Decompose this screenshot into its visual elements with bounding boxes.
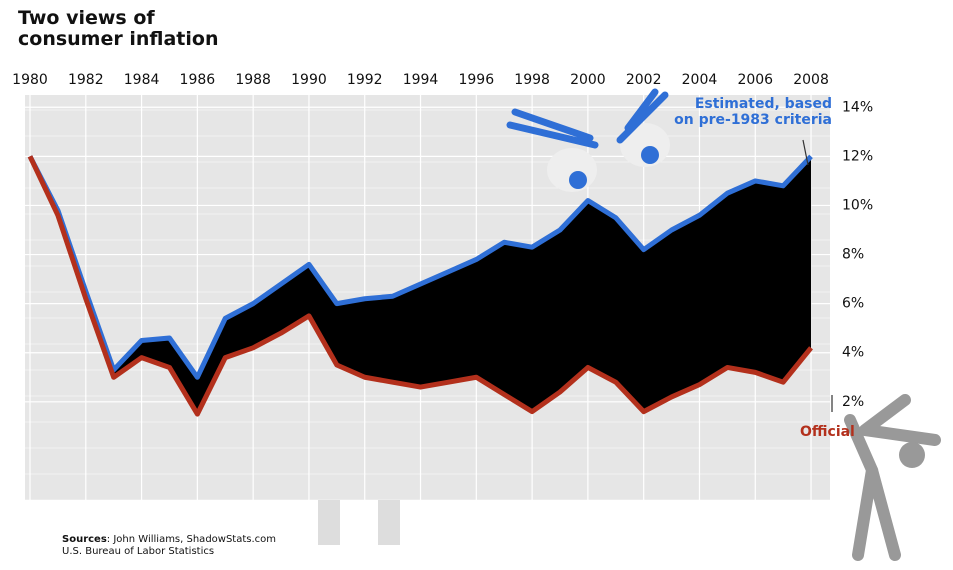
pupil <box>641 146 659 164</box>
leg <box>378 500 400 545</box>
series-line <box>27 154 813 380</box>
x-tick-label: 2008 <box>793 72 829 88</box>
series-label: Estimated, based on pre-1983 criteria <box>674 96 832 128</box>
x-tick-label: 1992 <box>347 72 383 88</box>
y-tick-label: 6% <box>842 296 864 312</box>
x-tick-label: 2000 <box>570 72 606 88</box>
sources: Sources: John Williams, ShadowStats.com … <box>62 534 277 557</box>
figure <box>844 394 941 561</box>
x-tick-label: 1988 <box>235 72 271 88</box>
x-tick-label: 1986 <box>180 72 216 88</box>
series-label: Official <box>800 424 855 440</box>
pointer <box>802 139 833 412</box>
y-tick-label: 4% <box>842 345 864 361</box>
y-tick-label: 14% <box>842 99 873 115</box>
y-tick-label: 10% <box>842 197 873 213</box>
source: U.S. Bureau of Labor Statistics <box>62 546 215 557</box>
x-tick-label: 1980 <box>12 72 48 88</box>
x-tick-label: 1998 <box>514 72 550 88</box>
x-tick-label: 1996 <box>458 72 494 88</box>
plot <box>27 154 813 417</box>
leg <box>318 500 340 545</box>
y-tick-label: 2% <box>842 394 864 410</box>
sources-label: Sources <box>62 534 107 545</box>
x-tick-label: 1994 <box>403 72 439 88</box>
y-tick-label: 12% <box>842 148 873 164</box>
chart-title: Two views of consumer inflation <box>18 7 219 50</box>
series-line <box>27 155 813 417</box>
x-tick-label: 2006 <box>737 72 773 88</box>
eyebrows <box>506 88 669 149</box>
grid <box>25 95 830 501</box>
source: John Williams, ShadowStats.com <box>113 534 277 545</box>
figure-head <box>899 442 925 468</box>
x-tick-label: 1990 <box>291 72 327 88</box>
y-tick-label: 8% <box>842 247 864 263</box>
x-tick-label: 1982 <box>68 72 104 88</box>
pupil <box>569 171 587 189</box>
x-tick-label: 2002 <box>626 72 662 88</box>
x-tick-label: 1984 <box>124 72 160 88</box>
x-tick-label: 2004 <box>682 72 718 88</box>
